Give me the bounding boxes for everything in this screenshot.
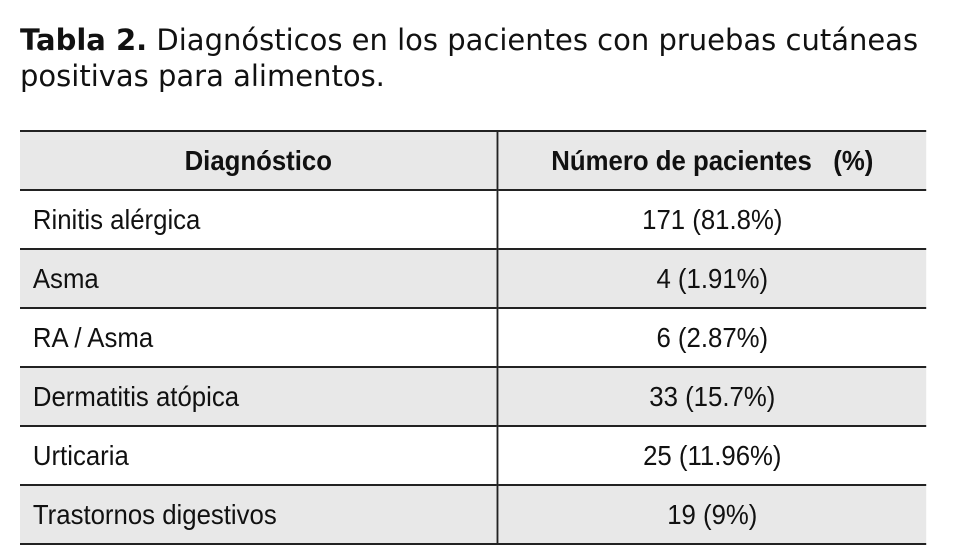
table-cell: 25 (11.96%) bbox=[497, 425, 927, 485]
header-row: Diagnóstico Número de pacientes (%) bbox=[20, 130, 927, 190]
table-cell: 6 (2.87%) bbox=[497, 307, 927, 367]
table-cell: Trastornos digestivos bbox=[20, 484, 499, 545]
caption: Tabla 2. Diagnósticos en los pacientes c… bbox=[20, 22, 930, 94]
table-cell: Asma bbox=[20, 248, 499, 308]
table-row: Trastornos digestivos 19 (9%) bbox=[20, 484, 927, 545]
table-cell: Rinitis alérgica bbox=[20, 189, 499, 249]
table-row: RA / Asma 6 (2.87%) bbox=[20, 307, 927, 367]
table-cell: RA / Asma bbox=[20, 307, 499, 367]
table-cell: 4 (1.91%) bbox=[497, 248, 927, 308]
caption-label: Tabla 2. bbox=[20, 23, 148, 57]
caption-text: Diagnósticos en los pacientes con prueba… bbox=[20, 23, 919, 93]
table-cell: Urticaria bbox=[20, 425, 499, 485]
table-row: Dermatitis atópica 33 (15.7%) bbox=[20, 366, 927, 426]
header-cell: Número de pacientes (%) bbox=[497, 130, 927, 190]
table-row: Asma 4 (1.91%) bbox=[20, 248, 927, 308]
table-cell: 19 (9%) bbox=[497, 484, 927, 545]
table-cell: 171 (81.8%) bbox=[497, 189, 927, 249]
table: Diagnóstico Número de pacientes (%) Rini… bbox=[20, 130, 927, 545]
table-cell: 33 (15.7%) bbox=[497, 366, 927, 426]
table-row: Urticaria 25 (11.96%) bbox=[20, 425, 927, 485]
table-row: Rinitis alérgica 171 (81.8%) bbox=[20, 189, 927, 249]
header-cell: Diagnóstico bbox=[20, 130, 499, 190]
table-cell: Dermatitis atópica bbox=[20, 366, 499, 426]
table-body: Rinitis alérgica 171 (81.8%) Asma 4 (1.91%)… bbox=[20, 189, 927, 545]
